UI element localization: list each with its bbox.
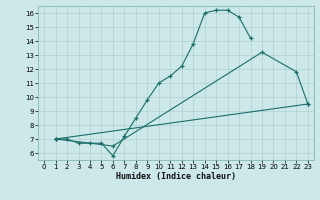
X-axis label: Humidex (Indice chaleur): Humidex (Indice chaleur) xyxy=(116,172,236,181)
